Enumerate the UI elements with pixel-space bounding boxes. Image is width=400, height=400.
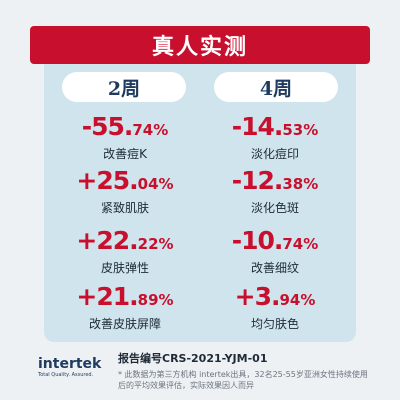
stat-item: -10.74% 改善细纹 <box>200 226 350 276</box>
stat-value: -12.38% <box>231 166 319 195</box>
stat-item: -55.74% 改善痘K <box>50 112 200 162</box>
stat-item: +22.22% 皮肤弹性 <box>50 226 200 276</box>
column-header-4-weeks: 4周 <box>214 72 338 102</box>
stat-item: +3.94% 均匀肤色 <box>200 282 350 332</box>
stat-label: 淡化痘印 <box>250 147 299 161</box>
column-header-label: 2周 <box>107 77 141 100</box>
stat-value: +3.94% <box>234 282 316 311</box>
stat-item: +21.89% 改善皮肤屏障 <box>50 282 200 332</box>
stat-label: 改善痘K <box>103 147 147 161</box>
stat-value: +21.89% <box>76 282 174 311</box>
report-number: 报告编号CRS-2021-YJM-01 <box>118 352 268 365</box>
stat-item: -14.53% 淡化痘印 <box>200 112 350 162</box>
stat-label: 均匀肤色 <box>250 317 299 331</box>
stat-value: -10.74% <box>231 226 319 255</box>
stat-item: -12.38% 淡化色斑 <box>200 166 350 216</box>
logo-wordmark: intertek <box>38 356 102 372</box>
disclaimer-text: * 此数据为第三方机构 intertek出具，32名25-55岁亚洲女性持续使用… <box>118 370 368 390</box>
stat-value: +22.22% <box>76 226 174 255</box>
stat-value: -14.53% <box>231 112 319 141</box>
stat-item: +25.04% 紧致肌肤 <box>50 166 200 216</box>
results-panel <box>44 64 356 342</box>
title-banner: 真人实测 <box>30 26 370 64</box>
page-title: 真人实测 <box>151 35 248 60</box>
intertek-logo: intertek Total Quality. Assured. <box>38 356 108 384</box>
logo-tagline: Total Quality. Assured. <box>38 372 94 378</box>
column-header-label: 4周 <box>259 77 293 100</box>
column-header-2-weeks: 2周 <box>62 72 186 102</box>
stat-value: +25.04% <box>76 166 174 195</box>
stat-label: 改善细纹 <box>250 261 299 275</box>
stat-value: -55.74% <box>81 112 169 141</box>
stat-label: 皮肤弹性 <box>100 261 149 275</box>
stat-label: 紧致肌肤 <box>100 201 149 215</box>
stat-label: 改善皮肤屏障 <box>88 317 161 331</box>
stat-label: 淡化色斑 <box>250 201 299 215</box>
